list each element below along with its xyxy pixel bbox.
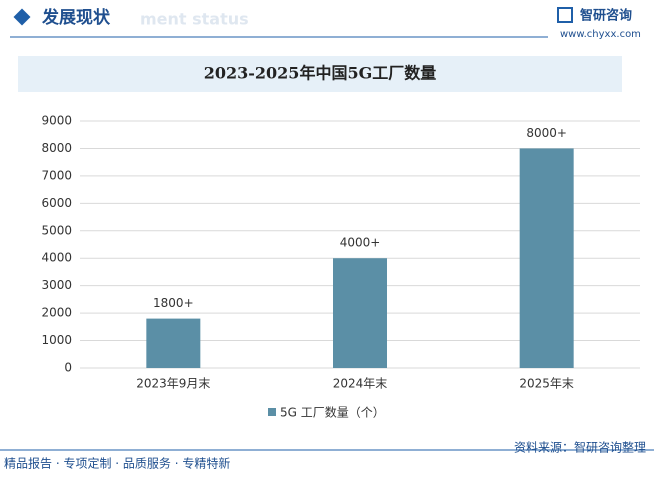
y-tick-label: 7000 <box>41 168 72 182</box>
chart-title: 2023-2025年中国5G工厂数量 <box>204 64 437 83</box>
header-subtitle: ment status <box>140 10 249 29</box>
header-icon <box>13 8 31 26</box>
y-tick-label: 0 <box>64 361 72 375</box>
x-tick-label: 2023年9月末 <box>136 377 210 391</box>
bar <box>333 258 387 368</box>
legend-swatch <box>268 408 276 416</box>
title-band <box>18 56 622 92</box>
footer-tagline: 精品报告 · 专项定制 · 品质服务 · 专精特新 <box>4 456 230 471</box>
bar <box>146 318 201 368</box>
y-tick-label: 2000 <box>41 306 72 320</box>
value-label: 4000+ <box>340 236 381 250</box>
y-tick-label: 8000 <box>41 141 72 155</box>
y-tick-label: 5000 <box>41 223 72 237</box>
x-tick-label: 2024年末 <box>333 377 388 391</box>
value-label: 8000+ <box>526 126 567 140</box>
logo-text: 智研咨询 <box>580 8 632 24</box>
header-title: 发展现状 <box>41 7 111 28</box>
y-tick-label: 9000 <box>41 114 72 128</box>
y-tick-label: 4000 <box>41 251 72 265</box>
legend-label: 5G 工厂数量（个） <box>280 405 385 420</box>
logo-icon <box>557 7 573 23</box>
y-tick-label: 6000 <box>41 196 72 210</box>
y-tick-label: 1000 <box>41 333 72 347</box>
x-tick-label: 2025年末 <box>519 377 574 391</box>
logo-url: www.chyxx.com <box>560 29 641 40</box>
y-tick-label: 3000 <box>41 278 72 292</box>
bar <box>519 148 574 368</box>
footer-source: 资料来源：智研咨询整理 <box>514 440 646 455</box>
value-label: 1800+ <box>153 296 194 310</box>
